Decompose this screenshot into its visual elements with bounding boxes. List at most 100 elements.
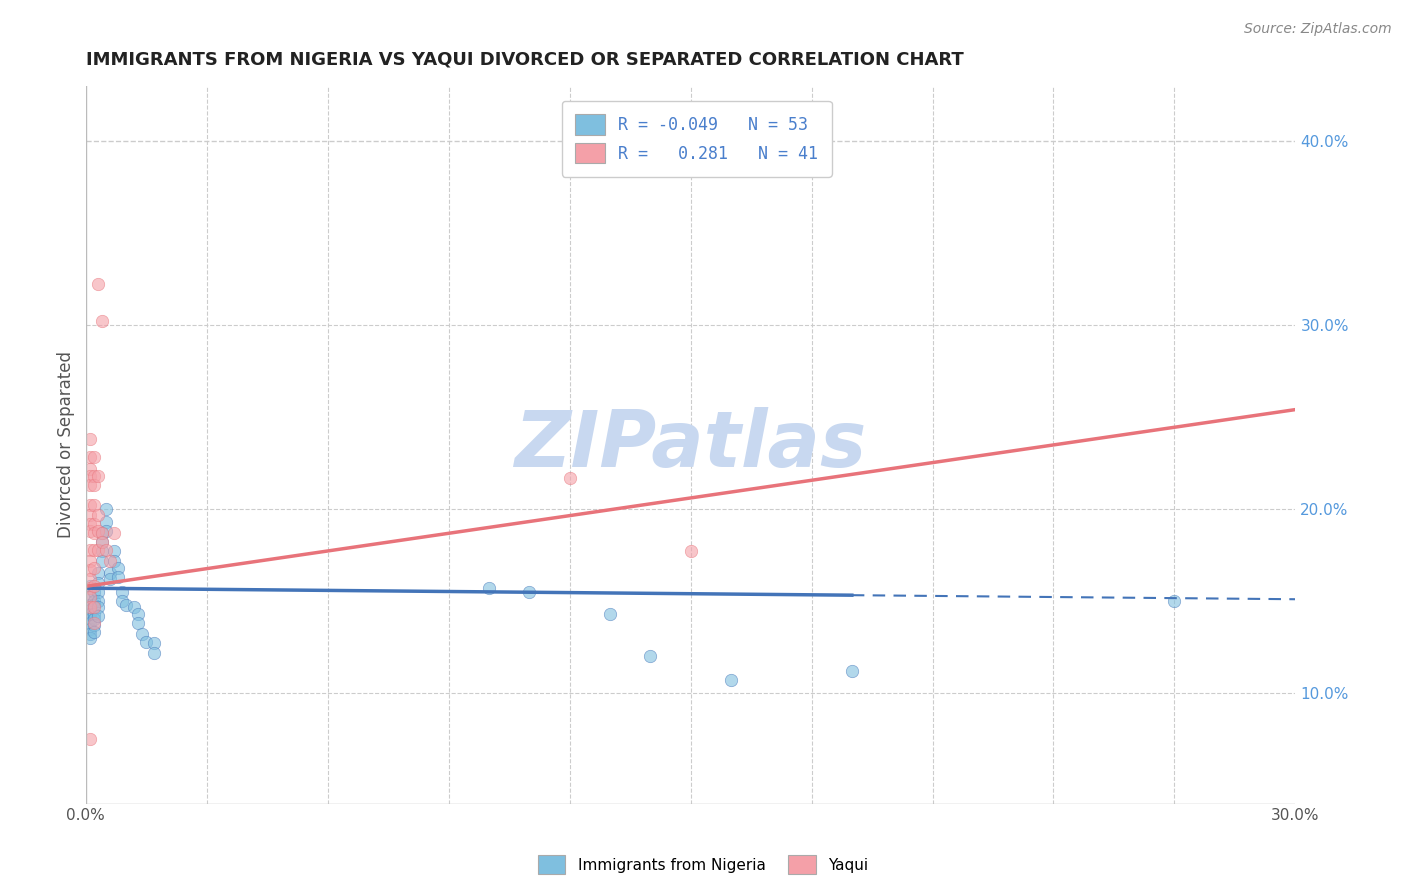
Point (86, 542, 108, 557)
Point (86, 468, 108, 483)
Point (79, 581, 101, 595)
Point (83, 579, 105, 593)
Point (86, 524, 108, 538)
Point (478, 581, 501, 595)
Point (83, 525, 105, 540)
Point (83, 450, 105, 465)
Point (83, 468, 105, 483)
Point (86, 508, 108, 522)
Point (83, 594, 105, 608)
Point (83, 542, 105, 557)
Legend: Immigrants from Nigeria, Yaqui: Immigrants from Nigeria, Yaqui (531, 849, 875, 880)
Point (135, 634, 157, 648)
Point (79, 478, 101, 492)
Point (127, 607, 149, 621)
Point (79, 508, 101, 522)
Point (127, 616, 149, 631)
Point (94, 542, 117, 557)
Point (115, 598, 138, 612)
Point (107, 561, 129, 575)
Point (90, 525, 112, 540)
Text: IMMIGRANTS FROM NIGERIA VS YAQUI DIVORCED OR SEPARATED CORRELATION CHART: IMMIGRANTS FROM NIGERIA VS YAQUI DIVORCE… (86, 51, 963, 69)
Legend: R = -0.049   N = 53, R =   0.281   N = 41: R = -0.049 N = 53, R = 0.281 N = 41 (561, 101, 831, 177)
Point (79, 579, 101, 593)
Point (79, 516, 101, 531)
Point (79, 612, 101, 626)
Point (98, 572, 121, 586)
Point (86, 599, 108, 614)
Point (90, 535, 112, 549)
Point (83, 599, 105, 614)
Text: Source: ZipAtlas.com: Source: ZipAtlas.com (1244, 22, 1392, 37)
Point (79, 468, 101, 483)
Y-axis label: Divorced or Separated: Divorced or Separated (58, 351, 75, 538)
Point (79, 563, 101, 577)
Point (83, 516, 105, 531)
Point (83, 598, 105, 612)
Point (79, 553, 101, 567)
Point (79, 591, 101, 605)
Point (90, 553, 112, 567)
Point (111, 585, 134, 599)
Point (86, 585, 108, 599)
Point (679, 544, 702, 558)
Point (83, 612, 105, 626)
Point (79, 732, 101, 747)
Point (86, 594, 108, 608)
Point (79, 607, 101, 621)
Point (79, 631, 101, 645)
Point (86, 566, 108, 581)
Point (86, 575, 108, 590)
Point (517, 585, 540, 599)
Point (83, 585, 105, 599)
Point (720, 673, 742, 688)
Point (79, 598, 101, 612)
Point (111, 594, 134, 608)
Point (79, 450, 101, 465)
Point (143, 636, 166, 650)
Point (94, 502, 117, 516)
Point (131, 627, 153, 641)
Point (107, 570, 129, 584)
Point (79, 542, 101, 557)
Point (143, 646, 166, 660)
Point (83, 616, 105, 631)
Point (122, 599, 145, 614)
Point (83, 561, 105, 575)
Point (90, 525, 112, 540)
Point (638, 649, 661, 664)
Point (90, 544, 112, 558)
Point (98, 553, 121, 567)
Point (90, 314, 112, 328)
Point (103, 553, 125, 567)
Text: ZIPatlas: ZIPatlas (515, 407, 866, 483)
Point (79, 627, 101, 641)
Point (79, 622, 101, 636)
Point (98, 566, 121, 581)
Point (79, 616, 101, 631)
Point (1163, 594, 1185, 608)
Point (86, 277, 108, 292)
Point (79, 603, 101, 617)
Point (83, 618, 105, 632)
Point (841, 664, 863, 678)
Point (79, 499, 101, 513)
Point (79, 572, 101, 586)
Point (83, 625, 105, 640)
Point (83, 607, 105, 621)
Point (103, 525, 125, 540)
Point (599, 607, 621, 621)
Point (103, 544, 125, 558)
Point (558, 471, 581, 485)
Point (79, 524, 101, 538)
Point (83, 499, 105, 513)
Point (90, 535, 112, 549)
Point (94, 524, 117, 538)
Point (79, 589, 101, 603)
Point (86, 608, 108, 623)
Point (79, 432, 101, 446)
Point (83, 478, 105, 492)
Point (79, 461, 101, 475)
Point (79, 599, 101, 614)
Point (94, 515, 117, 529)
